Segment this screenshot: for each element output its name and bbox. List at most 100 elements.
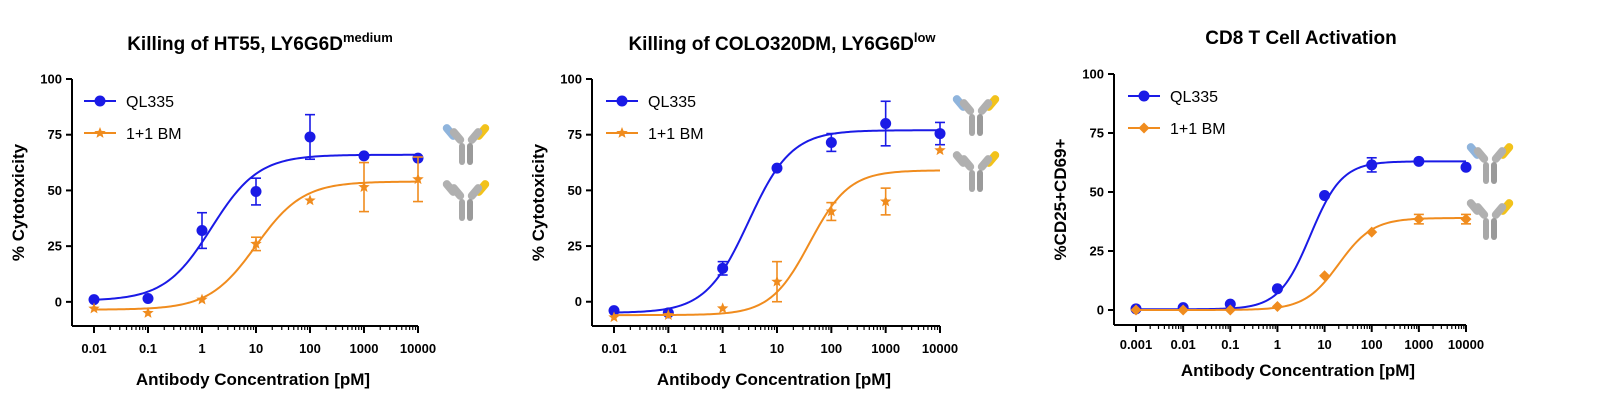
x-tick-label: 10000 [922, 341, 958, 356]
data-point [412, 173, 424, 185]
data-point [88, 302, 100, 314]
x-tick-label: 1000 [350, 341, 379, 356]
data-point [304, 194, 316, 206]
legend-label: QL335 [648, 94, 696, 111]
data-point [879, 195, 892, 207]
antibody-icon [1466, 199, 1514, 240]
y-tick-label: 50 [48, 183, 62, 198]
x-tick-label: 1 [719, 341, 726, 356]
x-tick-label: 1000 [1404, 337, 1433, 352]
legend-label: QL335 [1170, 89, 1218, 106]
antibody-icon [952, 151, 1000, 192]
legend: QL335 1+1 BM [84, 94, 182, 143]
data-point [1460, 161, 1472, 173]
x-tick-label: 1000 [871, 341, 900, 356]
data-point [608, 311, 620, 323]
series-ql335 [1130, 155, 1472, 315]
legend-label: QL335 [126, 94, 174, 111]
y-tick-label: 50 [1090, 185, 1104, 200]
data-point [1413, 213, 1425, 225]
series-1plus1-bm [1130, 213, 1472, 316]
data-point [1319, 270, 1331, 282]
antibody-icon [442, 180, 490, 221]
data-point [142, 307, 154, 318]
data-point [934, 128, 946, 140]
legend-marker [1138, 122, 1150, 134]
data-point [1271, 283, 1283, 295]
chart-panel-2: Killing of COLO320DM, LY6G6Dlow025507510… [529, 30, 1000, 389]
y-tick-label: 50 [568, 183, 582, 198]
chart-title: Killing of HT55, LY6G6Dmedium [127, 30, 393, 55]
series-1plus1-bm [88, 156, 424, 318]
data-point [1224, 304, 1236, 316]
fit-curve [93, 153, 419, 301]
data-point [716, 302, 729, 314]
y-tick-label: 25 [1090, 244, 1104, 259]
fit-curve [1136, 217, 1467, 311]
data-point [250, 186, 262, 198]
data-point [1319, 190, 1331, 202]
data-point [771, 275, 783, 287]
x-tick-label: 1 [198, 341, 205, 356]
x-tick-label: 10 [249, 341, 263, 356]
y-tick-label: 75 [1090, 126, 1104, 141]
legend-marker [616, 127, 628, 138]
x-tick-label: 10000 [1448, 337, 1484, 352]
data-point [1366, 226, 1378, 238]
data-point [142, 293, 154, 305]
x-axis-label: Antibody Concentration [pM] [1181, 361, 1415, 380]
data-point [825, 136, 837, 148]
y-tick-label: 0 [55, 294, 62, 309]
y-tick-label: 0 [575, 294, 582, 309]
x-tick-label: 1 [1274, 337, 1281, 352]
data-point [1413, 155, 1425, 167]
x-tick-label: 10 [1317, 337, 1331, 352]
data-point [1177, 304, 1189, 316]
data-point [1224, 298, 1236, 310]
x-tick-label: 10 [770, 341, 784, 356]
x-axis-label: Antibody Concentration [pM] [136, 370, 370, 389]
legend-marker [1138, 90, 1150, 102]
data-point [88, 294, 100, 306]
y-axis-label: %CD25+CD69+ [1051, 138, 1070, 260]
chart-panel-3: CD8 T Cell Activation 0 25 50 75 100 0.001 0.01… [1051, 28, 1514, 380]
data-point [196, 225, 208, 237]
antibody-icon [442, 124, 490, 165]
y-axis-label: % Cytotoxicity [529, 143, 548, 261]
y-tick-label: 100 [40, 72, 62, 87]
x-tick-label: 0.1 [659, 341, 677, 356]
data-point [662, 309, 675, 320]
legend-label: 1+1 BM [126, 126, 182, 143]
data-point [1271, 300, 1283, 312]
legend-marker [616, 95, 628, 107]
legend: QL335 1+1 BM [606, 94, 704, 143]
legend: QL335 1+1 BM [1128, 89, 1226, 138]
series-ql335 [88, 113, 424, 306]
y-tick-label: 0 [1097, 303, 1104, 318]
x-tick-label: 100 [1361, 337, 1383, 352]
y-tick-label: 25 [48, 239, 62, 254]
series-1plus1-bm [608, 144, 946, 323]
data-point [358, 181, 370, 192]
x-tick-label: 10000 [400, 341, 436, 356]
x-tick-label: 0.1 [1221, 337, 1239, 352]
data-point [880, 118, 892, 130]
chart-panel-1: Killing of HT55, LY6G6Dmedium02550751000… [9, 30, 490, 389]
data-point [250, 237, 262, 249]
y-axis-label: % Cytotoxicity [9, 143, 28, 261]
data-point [304, 131, 316, 143]
chart-title: Killing of COLO320DM, LY6G6Dlow [628, 30, 936, 55]
y-tick-label: 75 [568, 127, 582, 142]
x-tick-label: 0.1 [139, 341, 157, 356]
fit-curve [1136, 160, 1466, 311]
antibody-icon [1466, 143, 1514, 184]
x-tick-label: 0.001 [1120, 337, 1153, 352]
legend-marker [94, 127, 106, 138]
data-point [1130, 304, 1142, 316]
data-point [608, 305, 620, 317]
data-point [196, 293, 208, 305]
legend-label: 1+1 BM [1170, 121, 1226, 138]
data-point [934, 144, 946, 156]
data-point [358, 150, 370, 162]
